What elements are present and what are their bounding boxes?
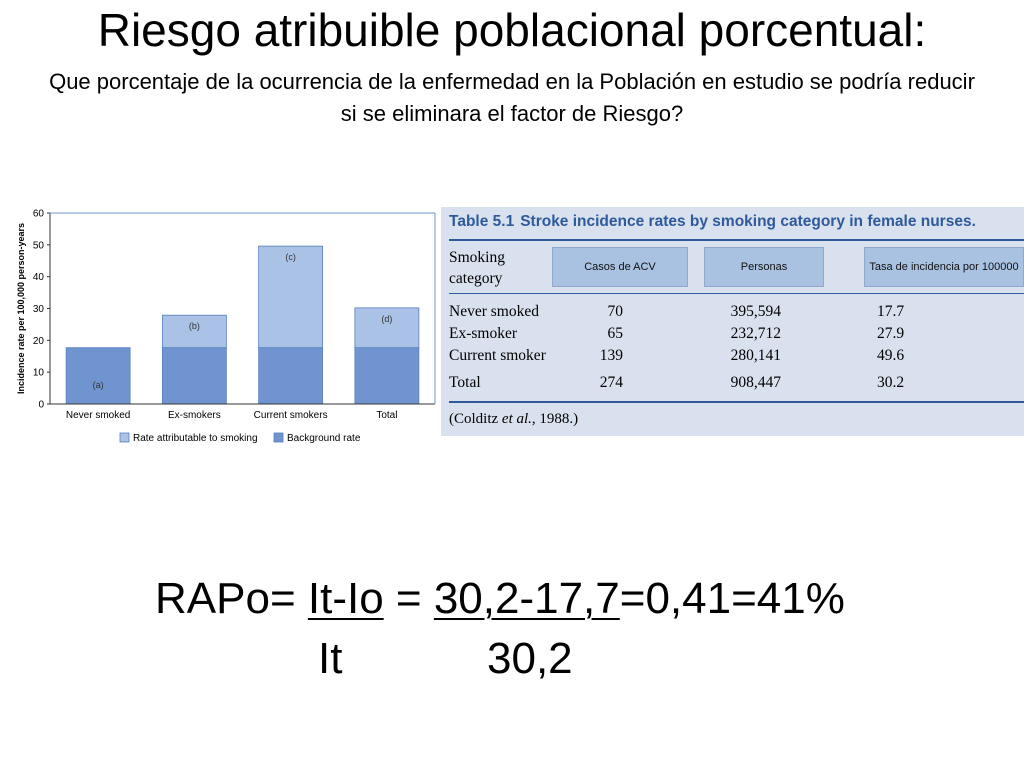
legend-label-attributable: Rate attributable to smoking (133, 433, 258, 444)
legend-swatch-attributable (119, 432, 130, 443)
formula-prefix: RAPo= (155, 574, 308, 623)
bar-label: (b) (189, 321, 200, 331)
stroke-incidence-table: Table 5.1 Stroke incidence rates by smoki… (441, 207, 1024, 436)
table-caption-text: Stroke incidence rates by smoking catego… (520, 213, 976, 230)
row-total-cases: 274 (599, 374, 623, 391)
row-ex-smoker-rate: 27.9 (877, 325, 905, 342)
bar-attributable-rate (161, 314, 227, 349)
row-never-smoked-category: Never smoked (449, 303, 539, 320)
table-caption: Table 5.1 Stroke incidence rates by smoki… (449, 213, 976, 231)
rapo-formula-line: RAPo= It-Io = 30,2-17,7=0,41=41% (155, 572, 845, 626)
formula-denominator: It (318, 634, 343, 683)
row-current-smoker-persons: 280,141 (730, 347, 781, 364)
source-suffix: , 1988.) (531, 411, 579, 427)
x-tick-label: Current smokers (254, 410, 328, 421)
bar-background-rate (258, 347, 324, 405)
row-current-smoker-cases: 139 (599, 347, 623, 364)
row-total-persons: 908,447 (730, 374, 781, 391)
y-tick-label: 40 (33, 272, 45, 283)
row-ex-smoker-cases: 65 (607, 325, 624, 342)
x-tick-label: Never smoked (66, 410, 130, 421)
row-current-smoker-category: Current smoker (449, 347, 546, 364)
y-tick-label: 20 (33, 336, 45, 347)
legend-label-background: Background rate (287, 433, 361, 444)
y-tick-label: 10 (33, 368, 45, 379)
formula-result: =0,41=41% (619, 574, 845, 623)
formula-equals: = (383, 574, 434, 623)
row-total-category: Total (449, 374, 481, 391)
slide-title: Riesgo atribuible poblacional porcentual… (97, 4, 927, 56)
formula-numerator: It-Io (307, 574, 384, 623)
table-header-rule (449, 293, 1024, 294)
legend-swatch-background (273, 432, 284, 443)
smoking-category-header: Smoking category (449, 249, 505, 287)
bar-background-rate (354, 347, 420, 405)
formula-value-denominator: 30,2 (487, 634, 573, 683)
x-tick-label: Total (376, 410, 397, 421)
source-italic: et al. (501, 411, 532, 427)
header-tasa-de-incidencia: Tasa de incidencia por 100000 (864, 247, 1024, 287)
x-tick-label: Ex-smokers (168, 410, 221, 421)
stacked-bar-chart: (a) (b) (c) (d) 0 10 20 30 40 50 60 Incidence rate… (16, 209, 436, 444)
y-tick-label: 30 (33, 304, 45, 315)
bar-label: (c) (285, 252, 296, 262)
slide-subtitle: Que porcentaje de la ocurrencia de la en… (49, 69, 975, 126)
row-never-smoked-persons: 395,594 (730, 303, 781, 320)
formula-value-numerator: 30,2-17,7 (433, 574, 620, 623)
row-total-rate: 30.2 (877, 374, 905, 391)
table-bottom-rule (449, 401, 1024, 403)
header-casos-de-acv: Casos de ACV (552, 247, 688, 287)
y-axis-label: Incidence rate per 100,000 person-years (16, 223, 26, 394)
row-never-smoked-rate: 17.7 (877, 303, 905, 320)
row-never-smoked-cases: 70 (607, 303, 624, 320)
y-tick-label: 50 (33, 240, 45, 251)
bar-background-rate (65, 347, 131, 405)
y-tick-label: 60 (33, 209, 45, 220)
y-tick-label: 0 (38, 400, 44, 411)
row-ex-smoker-category: Ex-smoker (449, 325, 518, 342)
row-current-smoker-rate: 49.6 (877, 347, 905, 364)
header-personas: Personas (704, 247, 824, 287)
table-top-rule (449, 239, 1024, 241)
table-label: Table 5.1 (449, 213, 515, 230)
bar-label: (a) (93, 380, 104, 390)
bar-attributable-rate (354, 307, 420, 349)
bar-background-rate (161, 347, 227, 405)
bar-label: (d) (381, 314, 392, 324)
table-source: (Colditz et al., 1988.) (449, 411, 578, 428)
source-prefix: (Colditz (449, 411, 502, 427)
row-ex-smoker-persons: 232,712 (730, 325, 781, 342)
bar-attributable-rate (258, 245, 324, 349)
